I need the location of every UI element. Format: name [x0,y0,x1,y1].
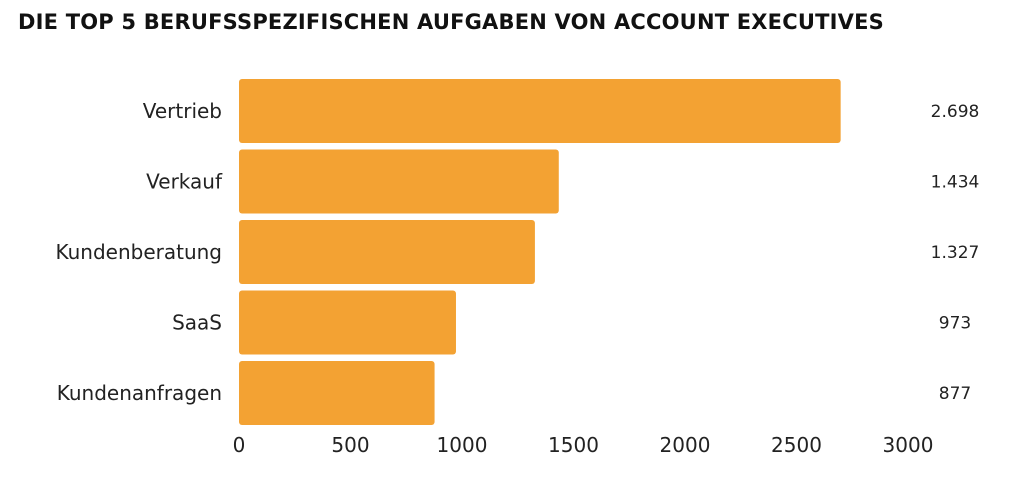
value-label: 877 [939,384,971,404]
category-label: Verkauf [146,170,223,194]
x-tick-label: 1500 [548,433,599,457]
bar-saas [239,290,456,355]
x-tick-label: 1000 [437,433,488,457]
bars-layer [239,79,841,425]
x-tick-label: 2500 [771,433,822,457]
bar-kundenanfragen [239,361,435,425]
bar-verkauf [239,149,559,214]
x-tick-label: 2000 [660,433,711,457]
category-labels: Vertrieb Verkauf Kundenberatung SaaS Kundena… [55,99,222,405]
chart-title: DIE TOP 5 BERUFSSPEZIFISCHEN AUFGABEN VO… [18,10,884,34]
bar-kundenberatung [239,220,535,284]
value-label: 973 [939,314,971,334]
x-tick-label: 3000 [883,433,934,457]
value-labels: 2.698 1.434 1.327 973 877 [931,102,980,404]
value-label: 2.698 [931,102,980,122]
category-label: Kundenberatung [55,240,222,264]
bar-vertrieb [239,79,841,143]
x-tick-label: 0 [233,433,246,457]
value-label: 1.327 [931,243,980,263]
category-label: SaaS [172,311,222,335]
value-label: 1.434 [931,173,980,193]
x-axis: 0 500 1000 1500 2000 2500 3000 [233,433,934,457]
category-label: Vertrieb [143,99,222,123]
category-label: Kundenanfragen [57,381,222,405]
x-tick-label: 500 [331,433,369,457]
